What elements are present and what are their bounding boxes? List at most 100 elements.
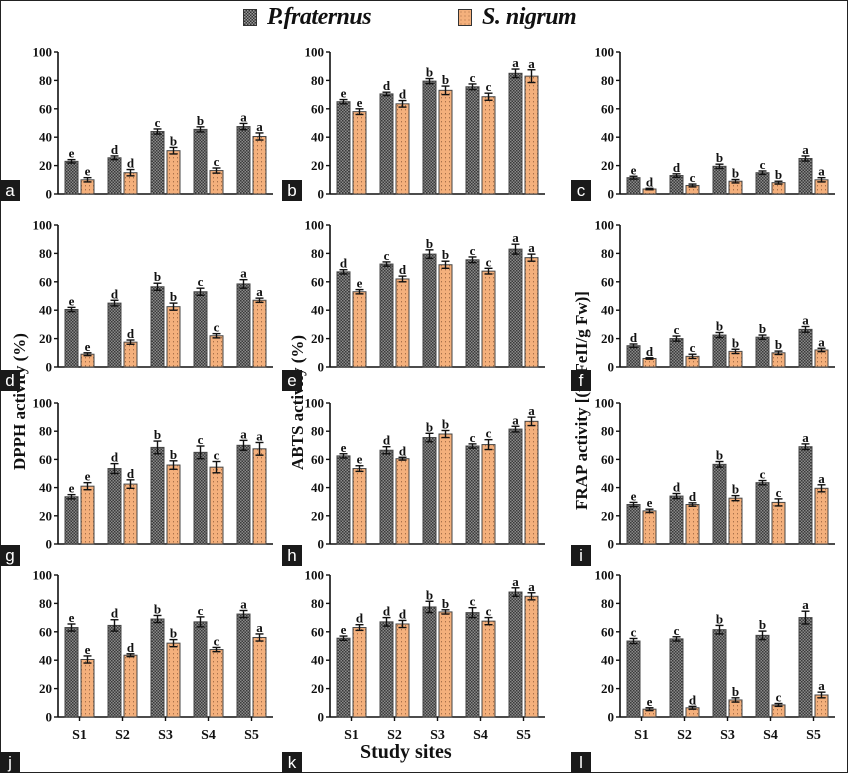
y-tick-label: 80 bbox=[601, 424, 614, 439]
y-tick-label: 80 bbox=[39, 246, 52, 261]
significance-letter: e bbox=[69, 293, 75, 308]
y-tick-label: 20 bbox=[601, 331, 614, 346]
bar-p-fraternus bbox=[422, 253, 437, 368]
y-tick-label: 80 bbox=[311, 246, 324, 261]
bar-s-nigrum bbox=[352, 291, 367, 368]
significance-letter: d bbox=[111, 286, 119, 301]
significance-letter: b bbox=[775, 337, 782, 352]
significance-letter: b bbox=[442, 416, 449, 431]
significance-letter: b bbox=[732, 482, 739, 497]
legend-label: S. nigrum bbox=[482, 4, 577, 30]
y-axis-title-frap: FRAP activity [(µgFeII/g Fw)] bbox=[572, 291, 591, 510]
legend-swatch-dots-icon bbox=[458, 9, 472, 26]
bar-p-fraternus bbox=[150, 286, 165, 368]
significance-letter: c bbox=[690, 340, 696, 355]
x-axis-title: Study sites bbox=[360, 741, 452, 763]
bar-s-nigrum bbox=[352, 627, 367, 718]
significance-letter: a bbox=[528, 56, 535, 71]
significance-letter: e bbox=[631, 162, 637, 177]
y-tick-label: 80 bbox=[39, 596, 52, 611]
panel-label-b: b bbox=[282, 180, 302, 201]
bar-s-nigrum bbox=[524, 75, 539, 195]
y-tick-label: 0 bbox=[608, 360, 615, 375]
y-tick-label: 80 bbox=[311, 596, 324, 611]
significance-letter: b bbox=[716, 448, 723, 463]
significance-letter: b bbox=[426, 236, 433, 251]
bar-s-nigrum bbox=[80, 485, 95, 545]
x-category-label: S1 bbox=[344, 728, 359, 743]
bar-s-nigrum bbox=[123, 341, 138, 368]
significance-letter: d bbox=[673, 480, 681, 495]
x-category-label: S4 bbox=[763, 728, 778, 743]
bar-p-fraternus bbox=[150, 446, 165, 545]
bar-s-nigrum bbox=[166, 464, 181, 545]
bar-p-fraternus bbox=[336, 271, 351, 368]
significance-letter: c bbox=[198, 274, 204, 289]
significance-letter: b bbox=[426, 419, 433, 434]
bar-s-nigrum bbox=[209, 170, 224, 195]
significance-letter: c bbox=[214, 154, 220, 169]
bar-p-fraternus bbox=[64, 496, 79, 545]
y-tick-label: 100 bbox=[305, 568, 325, 583]
bar-p-fraternus bbox=[107, 157, 122, 195]
bar-s-nigrum bbox=[481, 96, 496, 195]
significance-letter: d bbox=[127, 466, 135, 481]
bar-p-fraternus bbox=[236, 613, 251, 718]
bar-p-fraternus bbox=[712, 463, 727, 545]
bar-s-nigrum bbox=[395, 103, 410, 195]
bar-p-fraternus bbox=[236, 126, 251, 195]
y-tick-label: 80 bbox=[601, 596, 614, 611]
significance-letter: d bbox=[111, 142, 119, 157]
y-tick-label: 20 bbox=[39, 681, 52, 696]
panel-g: 0 20 40 60 80 100 ee dd bb cc a a bbox=[33, 396, 273, 552]
bar-s-nigrum bbox=[481, 620, 496, 718]
bar-s-nigrum bbox=[166, 642, 181, 718]
significance-letter: c bbox=[384, 248, 390, 263]
y-tick-label: 60 bbox=[39, 274, 52, 289]
bar-p-fraternus bbox=[193, 128, 208, 195]
bar-s-nigrum bbox=[352, 111, 367, 195]
y-tick-label: 100 bbox=[33, 396, 53, 411]
y-tick-label: 0 bbox=[318, 187, 325, 202]
bar-p-fraternus bbox=[465, 259, 480, 368]
significance-letter: a bbox=[256, 119, 263, 134]
bar-p-fraternus bbox=[669, 495, 684, 545]
panel-label-f: f bbox=[571, 370, 591, 391]
significance-letter: b bbox=[716, 611, 723, 626]
significance-letter: b bbox=[442, 72, 449, 87]
significance-letter: b bbox=[732, 335, 739, 350]
significance-letter: d bbox=[399, 606, 407, 621]
y-tick-label: 20 bbox=[601, 681, 614, 696]
significance-letter: b bbox=[426, 587, 433, 602]
panel-label-a: a bbox=[0, 180, 20, 201]
significance-letter: c bbox=[198, 603, 204, 618]
significance-letter: a bbox=[528, 579, 535, 594]
y-tick-label: 100 bbox=[33, 568, 53, 583]
legend-swatch-checker-icon bbox=[243, 9, 257, 26]
y-tick-label: 20 bbox=[311, 681, 324, 696]
significance-letter: a bbox=[240, 597, 247, 612]
bar-s-nigrum bbox=[524, 595, 539, 718]
bar-s-nigrum bbox=[80, 658, 95, 718]
y-tick-label: 40 bbox=[601, 130, 614, 145]
y-tick-label: 100 bbox=[33, 45, 53, 60]
significance-letter: b bbox=[170, 289, 177, 304]
significance-letter: e bbox=[341, 622, 347, 637]
y-tick-label: 100 bbox=[305, 218, 325, 233]
panel-label-d: d bbox=[0, 370, 20, 391]
y-tick-label: 100 bbox=[595, 45, 615, 60]
y-tick-label: 40 bbox=[311, 480, 324, 495]
significance-letter: c bbox=[470, 243, 476, 258]
bar-p-fraternus bbox=[712, 334, 727, 368]
y-tick-label: 40 bbox=[601, 303, 614, 318]
panel-label-c: c bbox=[571, 180, 591, 201]
bar-p-fraternus bbox=[755, 634, 770, 718]
legend-item-s-nigrum: S. nigrum bbox=[458, 4, 577, 31]
y-tick-label: 20 bbox=[39, 331, 52, 346]
significance-letter: e bbox=[357, 452, 363, 467]
y-tick-label: 80 bbox=[311, 73, 324, 88]
significance-letter: b bbox=[170, 447, 177, 462]
significance-letter: a bbox=[240, 426, 247, 441]
